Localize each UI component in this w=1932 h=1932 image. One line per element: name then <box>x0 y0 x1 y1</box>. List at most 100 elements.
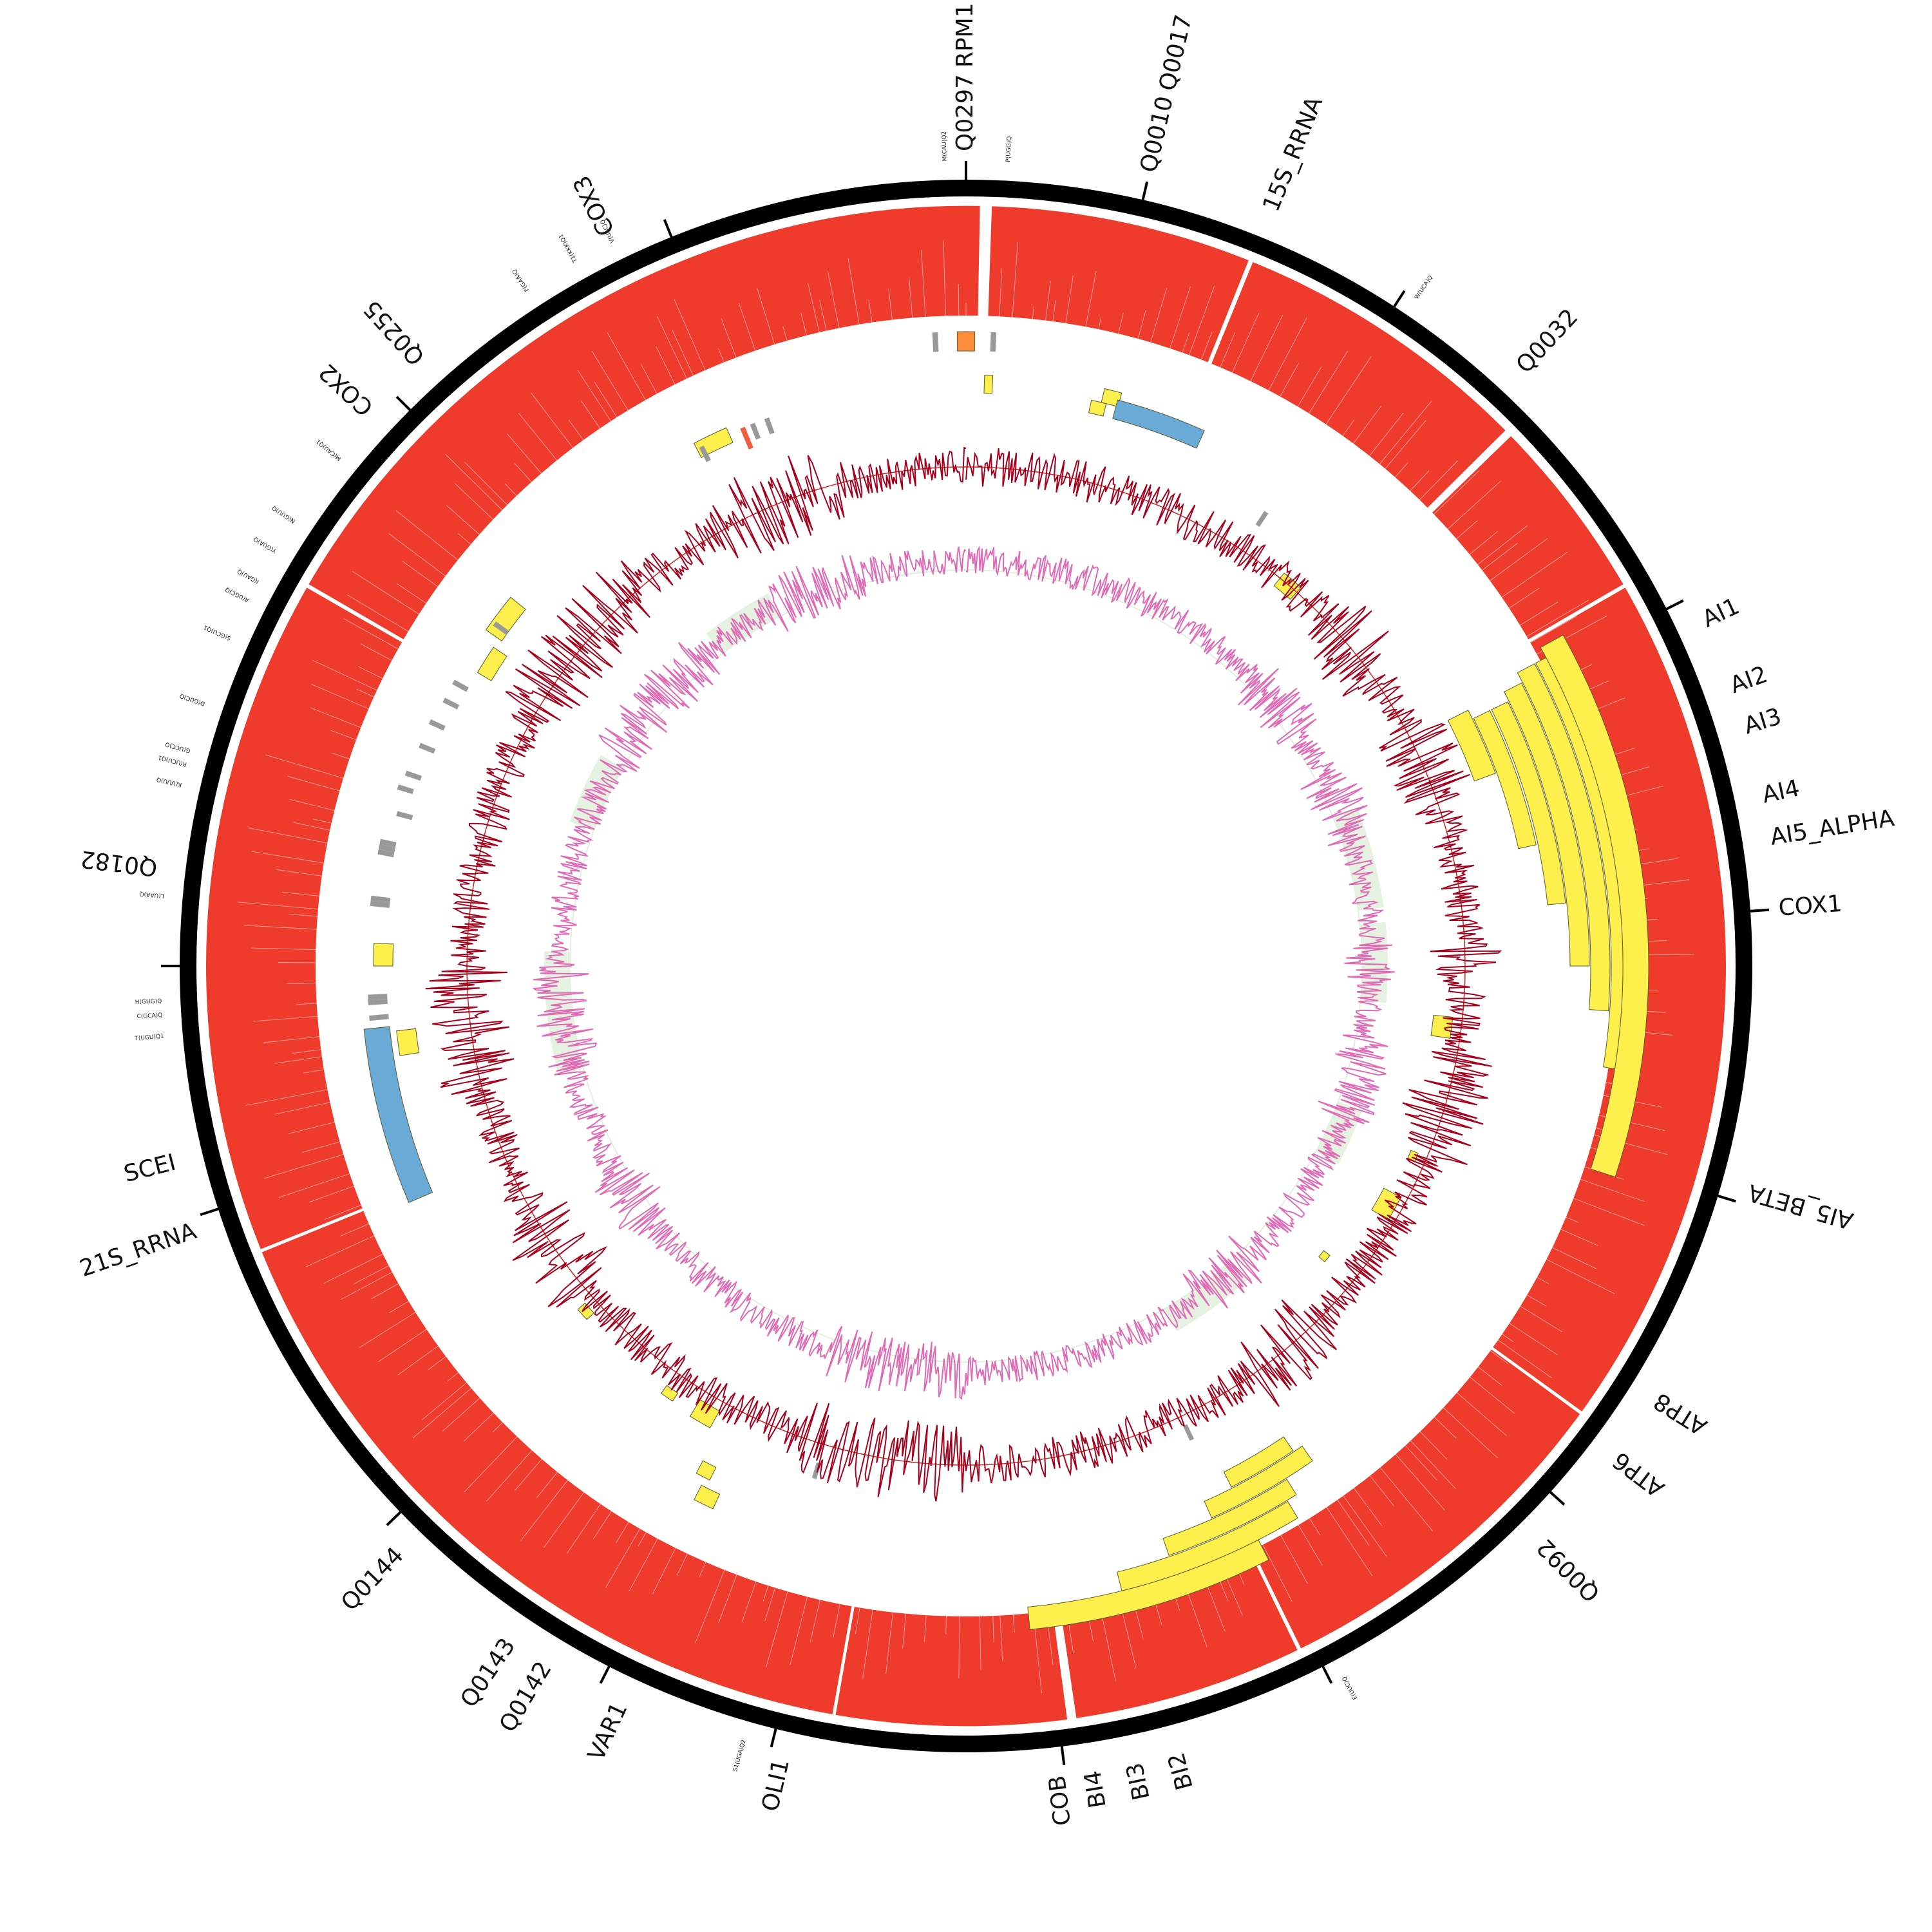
coverage-dip <box>888 288 893 320</box>
coverage-dip <box>1410 470 1430 491</box>
coverage-dip <box>464 462 507 506</box>
coverage-dip <box>486 1450 533 1502</box>
cox1-exon-block <box>1504 682 1590 967</box>
coverage-track <box>205 205 1727 1727</box>
position-tick <box>200 1208 220 1217</box>
position-tick <box>770 1728 777 1748</box>
coverage-gap <box>260 1208 365 1253</box>
trna-label: F(GAA)Q <box>511 268 531 292</box>
coverage-dip <box>455 483 493 520</box>
gene-label: Q0255 <box>359 295 430 370</box>
coverage-gap <box>1207 259 1254 365</box>
coverage-dip <box>652 1548 676 1595</box>
trna-label: W(UCA)Q <box>1414 274 1434 300</box>
coverage-dip <box>674 299 706 370</box>
coverage-dip <box>1502 1334 1514 1342</box>
coverage-dip <box>1469 531 1498 555</box>
coverage-dip <box>833 1604 840 1638</box>
rrna-21s-block <box>363 1026 433 1203</box>
coverage-dip <box>1552 1247 1597 1269</box>
coverage-dip <box>577 370 611 422</box>
coverage-dip <box>531 392 573 448</box>
coverage-dip <box>265 754 344 779</box>
exon-block <box>696 1460 717 1481</box>
coverage-dip <box>395 510 459 560</box>
coverage-dip <box>1220 332 1236 368</box>
coverage-dip <box>358 666 383 679</box>
trna-mark <box>428 719 446 731</box>
coverage-dip <box>1262 1544 1293 1602</box>
coverage-dip <box>593 1511 612 1539</box>
coverage-dip <box>1309 350 1349 414</box>
coverage-dip <box>312 659 377 691</box>
trna-label: N(GUU)Q <box>271 504 297 524</box>
cox1-exon-block <box>1517 663 1611 1012</box>
coverage-dip <box>1520 601 1558 626</box>
coverage-dip <box>1490 1350 1509 1364</box>
coverage-dip <box>1477 525 1528 565</box>
coverage-dip <box>566 1504 601 1554</box>
coverage-dip <box>1065 275 1074 324</box>
gene-label: AI3 <box>1741 703 1785 739</box>
coverage-dip <box>902 1613 907 1649</box>
trna-label: R(UCU)Q1 <box>158 753 188 767</box>
coverage-dip <box>1405 1445 1437 1481</box>
coverage-dip <box>641 364 658 394</box>
coverage-dip <box>1566 1217 1579 1223</box>
gene-label: RPM1 <box>952 3 978 68</box>
coverage-dip <box>999 1615 1003 1661</box>
coverage-dip <box>615 1522 629 1544</box>
cob-exon-block <box>1117 1501 1298 1591</box>
gene-label: 21S_RRNA <box>77 1218 200 1282</box>
coverage-dip <box>324 1204 361 1220</box>
trna-mark <box>404 770 422 781</box>
trna-label: T1(KKK)Q1 <box>558 232 579 263</box>
trna-mark <box>370 900 390 908</box>
coverage-dip <box>1337 1499 1370 1546</box>
coverage-dip <box>1189 286 1215 355</box>
coverage-dip <box>1280 363 1299 397</box>
coverage-dip <box>1580 1179 1645 1202</box>
gene-label: Q0297 <box>952 74 978 151</box>
trna-label: H(GUG)Q <box>135 998 162 1006</box>
skew-fill-region <box>1316 1101 1363 1164</box>
cob-exon-block <box>1204 1445 1313 1519</box>
coverage-dip <box>855 1607 860 1634</box>
coverage-dip <box>790 1596 808 1665</box>
coverage-gap <box>1490 1346 1583 1415</box>
coverage-dip <box>303 1069 324 1074</box>
coverage-dip <box>607 332 646 401</box>
coverage-dip <box>1298 1524 1323 1566</box>
feature-tracks <box>363 331 1649 1630</box>
coverage-dip <box>1370 1475 1394 1506</box>
coverage-dip <box>445 454 503 511</box>
gene-label: AI5_BETA <box>1745 1179 1857 1234</box>
trna-mark <box>370 895 391 904</box>
coverage-dip <box>862 1609 873 1680</box>
gc-skew-track <box>532 545 1395 1400</box>
coverage-dip <box>782 326 788 341</box>
backbone-circle <box>180 180 1752 1752</box>
coverage-dip <box>638 1532 647 1547</box>
position-tick <box>599 1665 611 1684</box>
coverage-gap <box>1052 1608 1077 1721</box>
coverage-dip <box>289 913 317 917</box>
coverage-dip <box>1268 317 1307 391</box>
gene-label: COX3 <box>568 171 620 240</box>
trna-label: I(GAU)Q <box>236 567 260 584</box>
coverage-dip <box>909 278 913 318</box>
trna-label: Y(GUA)Q <box>253 535 279 554</box>
position-tick <box>1321 1665 1333 1684</box>
coverage-dip <box>1509 1323 1558 1356</box>
coverage-dip <box>402 560 438 587</box>
coverage-dip <box>492 1422 503 1433</box>
coverage-dip <box>352 571 419 615</box>
coverage-dip <box>1182 332 1190 353</box>
coverage-dip <box>1419 460 1458 500</box>
position-tick <box>1060 1745 1066 1765</box>
coverage-dip <box>1369 412 1404 457</box>
trna-mark <box>397 784 414 795</box>
coverage-dip <box>1419 1431 1448 1460</box>
coverage-dip <box>1309 1518 1321 1536</box>
coverage-dip <box>1032 306 1034 319</box>
